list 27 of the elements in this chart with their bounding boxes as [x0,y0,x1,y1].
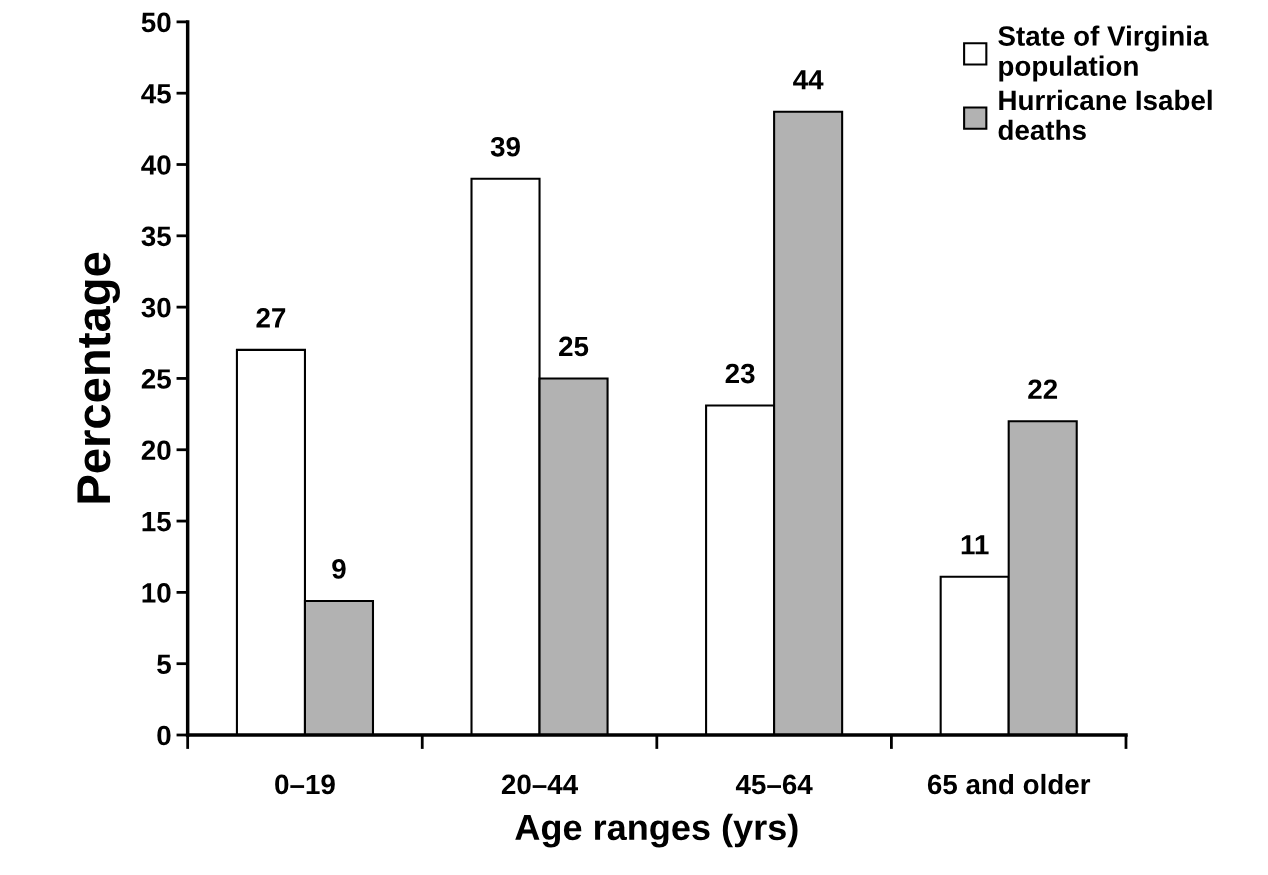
data-label: 11 [961,535,989,555]
data-label: 44 [793,70,824,90]
y-tick-label: 45 [141,84,171,104]
data-label: 39 [490,136,520,157]
x-tick-label: 65 and older [927,773,1091,795]
data-label: 23 [725,363,755,384]
x-tick-label: 0–19 [275,774,335,795]
y-axis-title: Percentage [77,252,120,503]
legend-label: Hurricane Isabel deaths [998,89,1212,141]
data-label: 27 [256,308,286,328]
y-tick-label: 30 [141,297,171,318]
y-tick-label: 0 [157,725,171,746]
x-tick-label: 45–64 [735,774,813,795]
y-tick-label: 20 [141,440,171,461]
data-label: 9 [332,559,346,579]
legend-label: State of Virginia population [998,25,1209,82]
data-label: 25 [559,336,589,357]
data-label: 22 [1028,379,1058,399]
y-tick-label: 35 [141,226,171,247]
y-tick-label: 15 [142,512,171,532]
x-axis-title: Age ranges (yrs) [515,813,798,848]
y-tick-label: 5 [157,654,171,675]
y-tick-label: 40 [141,155,171,175]
y-tick-label: 50 [141,12,171,33]
y-tick-label: 25 [141,369,171,389]
y-tick-label: 10 [142,583,171,603]
x-tick-label: 20–44 [501,774,579,795]
